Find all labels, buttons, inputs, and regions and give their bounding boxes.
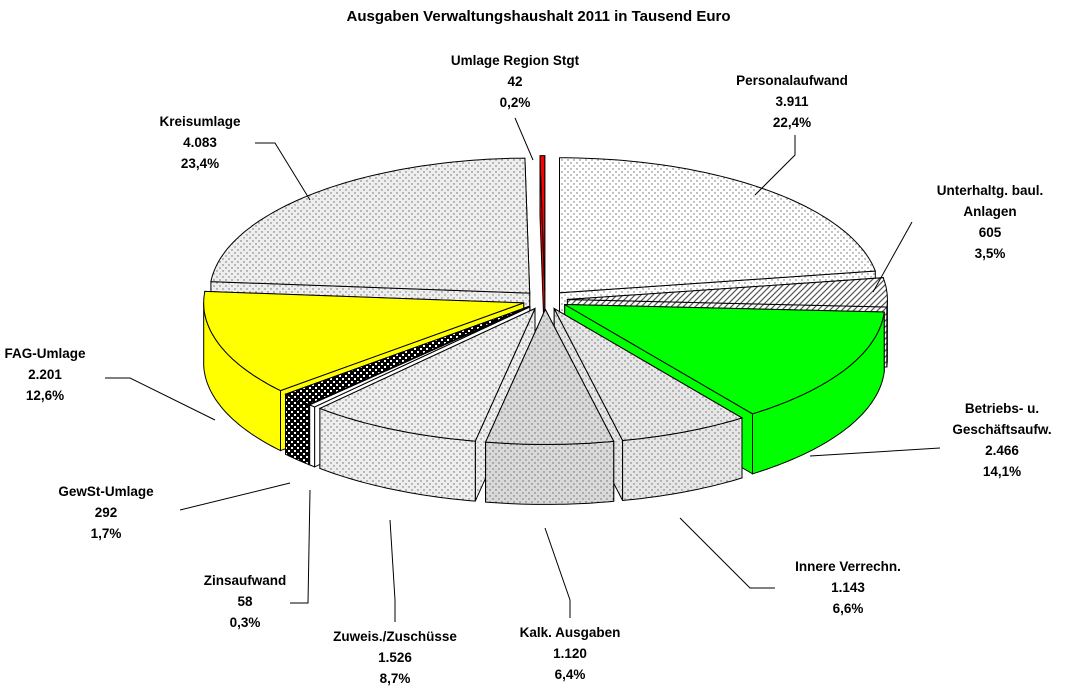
value-label: 2.466 (985, 443, 1019, 458)
slice (284, 306, 530, 406)
category-label: Kalk. Ausgaben (519, 625, 621, 640)
leader-line (544, 527, 571, 618)
leader-line (809, 447, 941, 457)
slice (484, 308, 615, 445)
leader-line (105, 377, 216, 421)
leader-line (389, 519, 396, 622)
slice (559, 157, 877, 294)
slice (318, 307, 537, 442)
category-label: Personalaufwand (736, 73, 848, 88)
category-label: Innere Verrechn. (795, 559, 901, 574)
slice (203, 290, 524, 392)
category-label: Zuweis./Zuschüsse (333, 629, 457, 644)
percent-label: 1,7% (90, 526, 122, 541)
slice-label: Unterhaltg. baul. Anlagen 605 3,5% (925, 180, 1055, 264)
slice-label: FAG-Umlage 2.201 12,6% (0, 343, 100, 406)
percent-label: 22,4% (772, 115, 812, 130)
chart-title: Ausgaben Verwaltungshaushalt 2011 in Tau… (346, 8, 731, 25)
value-label: 58 (237, 594, 253, 609)
value-label: 2.201 (28, 367, 62, 382)
slice-label: Innere Verrechn. 1.143 6,6% (778, 556, 918, 619)
slice-side (309, 404, 316, 468)
slice-side (886, 299, 888, 368)
category-label: Umlage Region Stgt (450, 53, 580, 68)
slice-label: Zinsaufwand 58 0,3% (185, 570, 305, 633)
slice-label: Zuweis./Zuschüsse 1.526 8,7% (325, 626, 465, 689)
slice-side (485, 440, 615, 505)
percent-label: 8,7% (379, 671, 411, 686)
percent-label: 12,6% (25, 388, 65, 403)
value-label: 1.120 (553, 646, 587, 661)
value-label: 292 (94, 505, 118, 520)
slice-label: Betriebs- u. Geschäftsaufw. 2.466 14,1% (927, 398, 1077, 482)
slice-label: Umlage Region Stgt 42 0,2% (430, 50, 600, 113)
percent-label: 3,5% (974, 246, 1006, 261)
category-label: Zinsaufwand (203, 573, 287, 588)
percent-label: 23,4% (180, 156, 220, 171)
value-label: 605 (978, 225, 1002, 240)
category-label: Betriebs- u. Geschäftsaufw. (952, 401, 1052, 437)
leader-line (290, 489, 311, 604)
percent-label: 6,6% (832, 601, 864, 616)
slice (552, 307, 744, 442)
percent-label: 6,4% (554, 667, 586, 682)
slice (308, 306, 531, 408)
slice (539, 155, 546, 291)
leader-line (679, 517, 775, 589)
leader-line (255, 142, 311, 201)
category-label: FAG-Umlage (4, 346, 86, 361)
leader-line (754, 135, 796, 196)
slice-label: Kreisumlage 4.083 23,4% (140, 111, 260, 174)
percent-label: 14,1% (982, 464, 1022, 479)
category-label: Kreisumlage (159, 114, 241, 129)
slice (567, 277, 888, 308)
value-label: 1.143 (831, 580, 865, 595)
slice (564, 304, 885, 415)
slice-side (285, 393, 310, 466)
percent-label: 0,3% (229, 615, 261, 630)
category-label: Unterhaltg. baul. Anlagen (936, 183, 1044, 219)
slice (210, 157, 531, 294)
percent-label: 0,2% (499, 95, 531, 110)
value-label: 42 (507, 74, 523, 89)
value-label: 1.526 (378, 650, 412, 665)
slice-label: GewSt-Umlage 292 1,7% (46, 481, 166, 544)
leader-line (514, 117, 534, 161)
category-label: GewSt-Umlage (58, 484, 154, 499)
leader-line (872, 221, 913, 293)
slice-label: Kalk. Ausgaben 1.120 6,4% (510, 622, 630, 685)
value-label: 3.911 (775, 94, 809, 109)
value-label: 4.083 (183, 135, 217, 150)
leader-line (179, 482, 291, 511)
slice-label: Personalaufwand 3.911 22,4% (712, 70, 872, 133)
